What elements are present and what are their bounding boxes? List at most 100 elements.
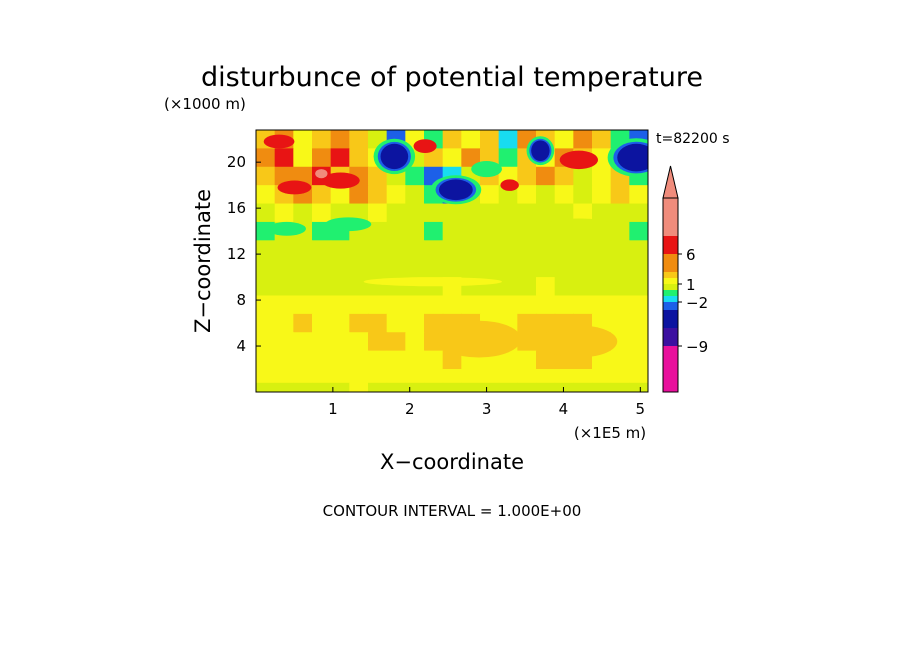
field-cell	[424, 313, 444, 333]
field-cell	[256, 332, 276, 352]
field-cell	[312, 185, 332, 205]
field-cell	[480, 221, 500, 241]
y-axis: 4 8 12 16 20	[227, 153, 261, 355]
field-cell	[293, 313, 313, 333]
field-cell	[573, 130, 593, 149]
field-cell	[312, 277, 332, 297]
colorbar-label: 6	[686, 246, 696, 264]
field-cell	[424, 350, 444, 370]
field-cell	[517, 382, 537, 392]
field-cell	[517, 313, 537, 333]
field-cell	[573, 295, 593, 315]
field-cell	[386, 382, 406, 392]
field-cell	[274, 313, 294, 333]
field-cell	[517, 332, 537, 352]
field-cell	[442, 240, 462, 278]
x-tick-label: 3	[482, 400, 492, 418]
colorbar-segment	[663, 272, 678, 278]
field-cell	[424, 203, 444, 223]
field-cell	[386, 203, 406, 223]
y-tick-label: 4	[236, 337, 246, 355]
field-cell	[405, 203, 425, 223]
field-cell	[424, 221, 444, 241]
field-cell	[442, 295, 462, 315]
y-axis-title: Z−coordinate	[191, 189, 215, 333]
y-unit-label: (×1000 m)	[164, 95, 246, 113]
field-cell	[293, 350, 313, 370]
field-anomaly	[413, 139, 437, 153]
field-cell	[405, 369, 425, 384]
field-cell	[312, 240, 332, 278]
field-cell	[368, 350, 388, 370]
colorbar-frame	[662, 197, 679, 393]
field-cell	[424, 369, 444, 384]
field-cell	[405, 166, 425, 186]
field-cell	[293, 148, 313, 168]
field-cell	[498, 350, 518, 370]
field-cell	[592, 185, 612, 205]
field-cell	[256, 166, 276, 186]
field-cell	[349, 240, 369, 278]
field-cell	[480, 185, 500, 205]
field-cell	[349, 277, 369, 297]
chart-title: disturbunce of potential temperature	[201, 62, 703, 93]
field-cell	[498, 221, 518, 241]
field-cell	[536, 382, 556, 392]
field-cell	[573, 203, 593, 223]
field-cell	[405, 382, 425, 392]
field-cell	[517, 369, 537, 384]
field-cell	[293, 382, 313, 392]
field-cell	[349, 295, 369, 315]
field-cell	[330, 148, 350, 168]
field-cell	[312, 332, 332, 352]
field-cell	[480, 240, 500, 278]
field-cell	[629, 203, 648, 223]
field-cell	[554, 240, 574, 278]
field-cell	[405, 240, 425, 278]
colorbar-segment	[663, 296, 678, 302]
field-cell	[592, 203, 612, 223]
field-cell	[293, 203, 313, 223]
field-cell	[312, 295, 332, 315]
colorbar-segment	[663, 290, 678, 296]
field-cell	[461, 203, 481, 223]
field-cell	[536, 221, 556, 241]
field-cell	[610, 382, 630, 392]
field-cell	[573, 382, 593, 392]
field-cell	[274, 369, 294, 384]
field-cell	[349, 313, 369, 333]
field-cell	[629, 185, 648, 205]
field-cell	[274, 295, 294, 315]
contour-interval-note: CONTOUR INTERVAL = 1.000E+00	[323, 502, 582, 520]
field-cell	[610, 185, 630, 205]
field-cell	[573, 277, 593, 297]
field-cell	[592, 130, 612, 149]
colorbar-segment	[663, 254, 678, 272]
field-cell	[424, 295, 444, 315]
field-anomaly	[500, 179, 519, 191]
field-cell	[536, 295, 556, 315]
field-cell	[330, 240, 350, 278]
field-cell	[498, 277, 518, 297]
field-cell	[517, 203, 537, 223]
field-cell	[386, 313, 406, 333]
field-cell	[629, 277, 648, 297]
x-tick-label: 4	[559, 400, 569, 418]
field-cell	[629, 240, 648, 278]
field-anomaly	[559, 150, 599, 170]
field-anomaly	[363, 277, 502, 287]
field-cell	[517, 295, 537, 315]
colorbar: 6 1−2 −9	[662, 165, 708, 393]
field-anomaly	[617, 143, 648, 172]
field-cell	[498, 295, 518, 315]
field-cell	[517, 240, 537, 278]
field-cell	[461, 221, 481, 241]
field-cell	[517, 350, 537, 370]
field-cell	[461, 295, 481, 315]
field-cell	[274, 332, 294, 352]
field-cell	[424, 382, 444, 392]
field-cell	[461, 369, 481, 384]
field-cell	[442, 350, 462, 370]
field-cell	[536, 350, 556, 370]
